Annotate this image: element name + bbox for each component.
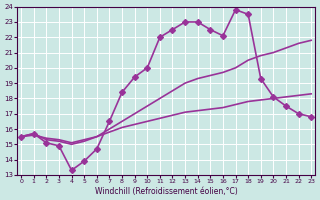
X-axis label: Windchill (Refroidissement éolien,°C): Windchill (Refroidissement éolien,°C) xyxy=(95,187,237,196)
